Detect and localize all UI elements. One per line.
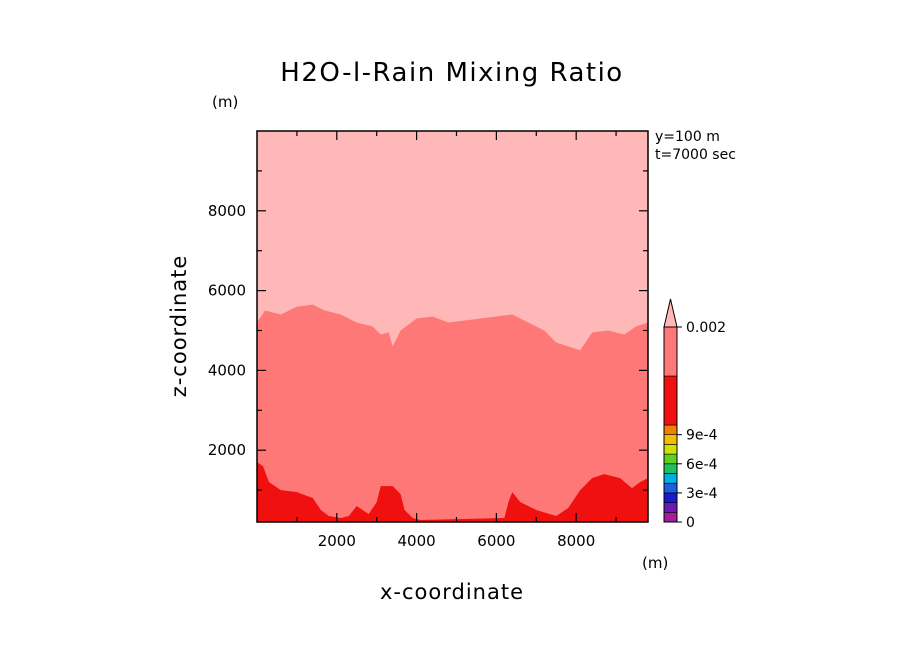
colorbar-swatch — [663, 473, 678, 484]
colorbar-tick-label: 0.002 — [686, 320, 726, 336]
annotation-time: t=7000 sec — [655, 147, 736, 163]
region-heavy-rain — [257, 462, 648, 522]
colorbar-swatch — [663, 375, 678, 426]
x-axis: 2000 4000 6000 8000 — [296, 131, 617, 550]
y-axis: 2000 4000 6000 8000 — [208, 170, 648, 491]
colorbar-swatch — [663, 482, 678, 494]
y-axis-unit: (m) — [212, 93, 239, 111]
colorbar: 0 3e-4 6e-4 9e-4 0.002 — [663, 298, 726, 531]
x-tick-label: 6000 — [477, 532, 515, 550]
colorbar-tick-label: 0 — [686, 515, 695, 531]
y-tick-label: 2000 — [208, 441, 246, 459]
colorbar-swatch — [663, 492, 678, 503]
colorbar-swatch — [663, 434, 678, 445]
plot-area — [256, 130, 649, 523]
colorbar-tick-label: 6e-4 — [686, 457, 718, 473]
colorbar-swatch — [663, 463, 678, 474]
colorbar-swatch — [663, 511, 678, 523]
annotation-y-position: y=100 m — [655, 129, 720, 145]
y-tick-label: 4000 — [208, 361, 246, 379]
x-axis-label: x-coordinate — [379, 580, 524, 604]
colorbar-swatch — [663, 453, 678, 465]
colorbar-swatch — [663, 326, 678, 377]
colorbar-extend-arrow — [663, 298, 678, 328]
chart-title: H2O-l-Rain Mixing Ratio — [280, 58, 624, 88]
region-light-rain — [257, 131, 648, 351]
x-tick-label: 4000 — [397, 532, 435, 550]
colorbar-swatch — [663, 444, 678, 455]
y-axis-label: z-coordinate — [167, 254, 191, 398]
plot-frame — [256, 130, 649, 523]
colorbar-swatch — [663, 502, 678, 513]
colorbar-tick-label: 3e-4 — [686, 486, 718, 502]
y-tick-label: 8000 — [208, 202, 246, 220]
x-axis-unit: (m) — [642, 554, 669, 572]
colorbar-frame — [663, 326, 678, 523]
colorbar-tick-label: 9e-4 — [686, 428, 718, 444]
x-tick-label: 8000 — [557, 532, 595, 550]
x-tick-label: 2000 — [318, 532, 356, 550]
y-tick-label: 6000 — [208, 282, 246, 300]
colorbar-swatch — [663, 424, 678, 435]
